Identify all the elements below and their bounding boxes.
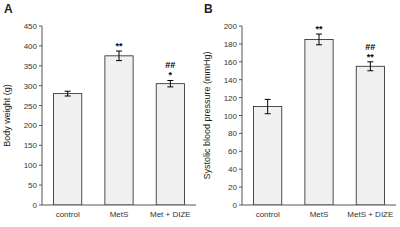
tick-label: 0 [233,201,238,210]
marks [254,34,385,205]
y-axis [42,26,43,205]
tick-label: 60 [228,147,237,156]
category-label: MetS [110,210,129,219]
y-axis [242,26,243,205]
tick-label: 300 [24,82,38,91]
tick-label: 200 [24,121,38,130]
tick-label: 20 [228,183,237,192]
tick-label: 0 [33,201,38,210]
error-bar [167,80,173,86]
tick-label: 40 [228,165,237,174]
error-bar [265,99,271,113]
annotation: ** [315,24,323,34]
bar [105,56,133,205]
category-label: Met + DIZE [150,210,191,219]
tick-label: 150 [24,141,38,150]
tick-label: 160 [224,58,238,67]
tick-label: 450 [24,22,38,31]
tick-label: 120 [224,94,238,103]
category-label: MetS [310,210,329,219]
x-axis [242,205,396,206]
panel: B 0 20 40 60 80 100 120 140 160 180 200 Systolic blo… [202,2,396,219]
bar [254,107,282,205]
error-bar [316,34,322,45]
axis-label: Systolic blood pressure (mmHg) [202,51,212,179]
bar [54,94,82,205]
error-bar [65,91,71,96]
tick-label: 140 [224,76,238,85]
tick-label: 50 [28,181,37,190]
tick-label: 80 [228,129,237,138]
x-axis [42,205,196,206]
tick-label: 250 [24,102,38,111]
error-bar [367,62,373,71]
tick-label: 350 [24,62,38,71]
annotation: ** [115,41,123,51]
category-label: control [56,210,80,219]
annotation: ** [367,52,375,62]
axis-label: Body weight (g) [2,84,12,147]
category-label: MetS + DIZE [347,210,393,219]
error-bar [116,51,122,61]
annotation: ## [365,42,375,52]
bar [305,39,333,205]
tick-label: 180 [224,40,238,49]
tick-label: 100 [224,112,238,121]
tick-label: 400 [24,42,38,51]
annotation: ## [165,60,175,70]
tick-label: 100 [24,161,38,170]
annotation: * [169,70,173,80]
bar [356,66,384,205]
chart: A050100150200250300350400450Body weight … [0,0,400,227]
panel-label: B [204,2,213,16]
tick-label: 200 [224,22,238,31]
bar [156,84,184,205]
category-label: control [256,210,280,219]
panel: A 0 50 100 150 200 250 300 350 400 450 Body weight … [2,2,196,219]
marks [54,51,185,205]
panel-label: A [4,2,13,16]
